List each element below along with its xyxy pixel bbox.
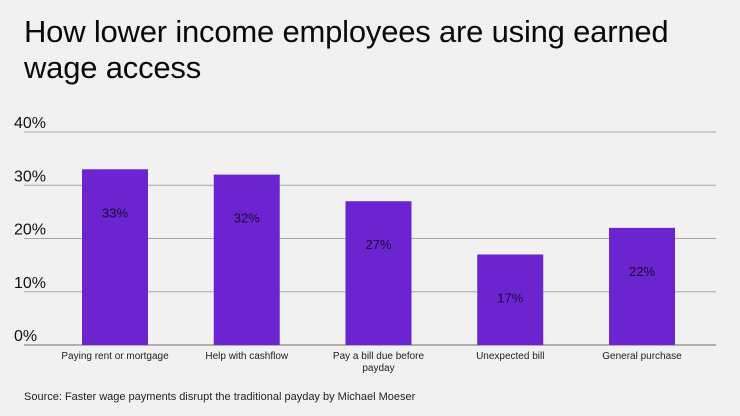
data-label: 22% (629, 264, 655, 279)
bar (609, 227, 675, 345)
data-label: 27% (365, 237, 391, 252)
data-label: 33% (102, 205, 128, 220)
bar (345, 201, 412, 345)
x-tick-label: Help with cashflow (205, 351, 289, 362)
x-tick-label: Pay a bill due before payday (333, 351, 425, 374)
x-tick-label: Paying rent or mortgage (61, 351, 169, 362)
y-tick-label: 30% (14, 168, 46, 185)
x-tick-label: General purchase (602, 351, 682, 362)
data-label: 32% (234, 211, 260, 226)
chart-title: How lower income employees are using ear… (24, 14, 669, 85)
y-tick-label: 10% (14, 275, 46, 292)
source-note: Source: Faster wage payments disrupt the… (24, 391, 416, 403)
bar (477, 254, 544, 345)
x-tick-label: Unexpected bill (476, 351, 544, 362)
bar (213, 174, 280, 345)
y-tick-label: 0% (14, 328, 37, 345)
y-tick-label: 40% (14, 115, 46, 132)
data-label: 17% (497, 290, 523, 305)
bar (82, 169, 148, 345)
y-tick-label: 20% (14, 222, 46, 239)
bar-chart: 0% 10% 20% 30% 40% 33% Paying rent or mortgage… (14, 115, 716, 374)
